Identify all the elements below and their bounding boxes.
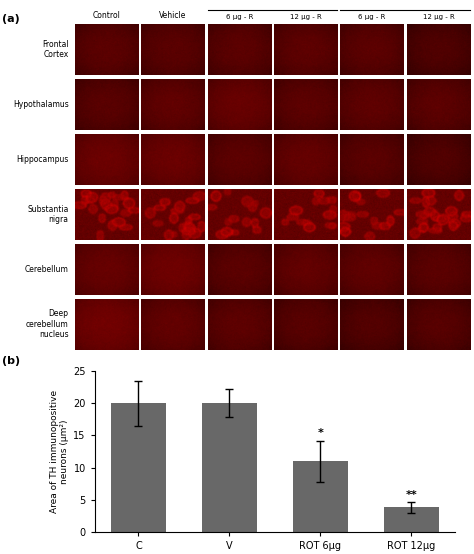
Text: Hypothalamus: Hypothalamus: [13, 100, 69, 109]
Text: Vehicle: Vehicle: [159, 12, 187, 20]
Text: Deep
cerebellum
nucleus: Deep cerebellum nucleus: [26, 310, 69, 339]
Text: 6 μg - R: 6 μg - R: [358, 14, 386, 20]
Text: Control: Control: [93, 12, 120, 20]
Text: *: *: [318, 428, 323, 438]
Y-axis label: Area of TH immunopositive
neurons (μm²): Area of TH immunopositive neurons (μm²): [50, 390, 69, 513]
Text: 12 μg - R: 12 μg - R: [423, 14, 454, 20]
Text: Cerebellum: Cerebellum: [25, 265, 69, 274]
Text: (b): (b): [2, 356, 20, 366]
Text: Frontal
Cortex: Frontal Cortex: [42, 40, 69, 59]
Text: 6 μg - R: 6 μg - R: [226, 14, 253, 20]
Text: **: **: [405, 490, 417, 500]
Bar: [111, 403, 166, 532]
Bar: [293, 461, 348, 532]
Text: Substantia
nigra: Substantia nigra: [27, 205, 69, 224]
Bar: [202, 403, 257, 532]
Text: Hippocampus: Hippocampus: [17, 155, 69, 164]
Text: (a): (a): [2, 14, 20, 24]
Bar: [384, 507, 438, 532]
Text: 12 μg - R: 12 μg - R: [290, 14, 321, 20]
